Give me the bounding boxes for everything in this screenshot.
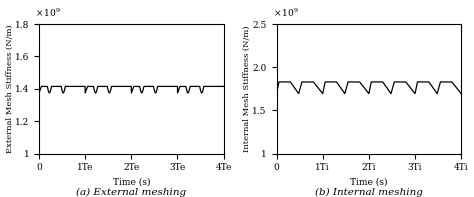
X-axis label: Time (s): Time (s) — [350, 178, 388, 187]
Text: (a) External meshing: (a) External meshing — [76, 188, 186, 197]
Y-axis label: Internal Mesh Stiffness (N/m): Internal Mesh Stiffness (N/m) — [243, 26, 251, 152]
Text: $\times\,10^9$: $\times\,10^9$ — [273, 7, 299, 19]
Text: (b) Internal meshing: (b) Internal meshing — [315, 188, 423, 197]
Text: $\times\,10^9$: $\times\,10^9$ — [36, 7, 62, 19]
X-axis label: Time (s): Time (s) — [113, 178, 150, 187]
Y-axis label: External Mesh Stiffness (N/m): External Mesh Stiffness (N/m) — [6, 25, 14, 153]
